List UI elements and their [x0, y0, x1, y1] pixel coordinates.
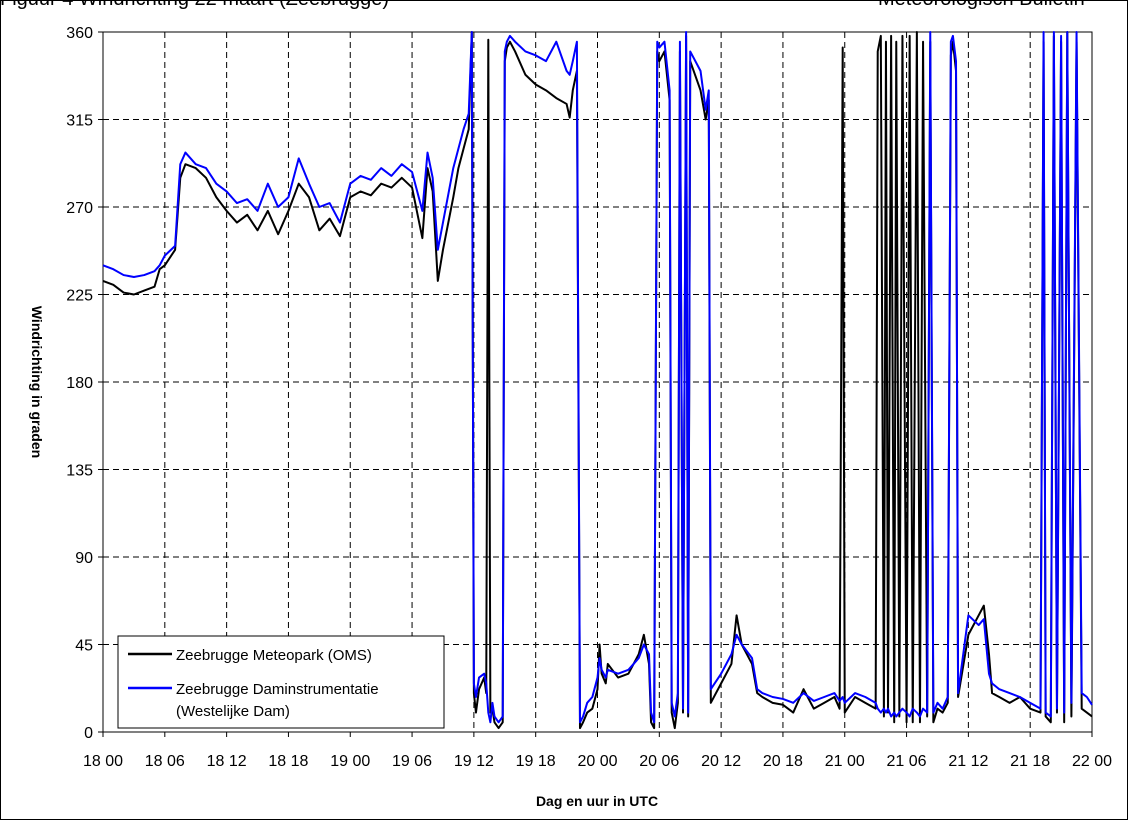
series-line-meteopark [102, 31, 1093, 730]
gridlines [103, 32, 1092, 732]
page-title-right: Meteorologisch Bulletin [878, 0, 1085, 11]
y-tick-labels: 0 45 90 135 180 225 270 315 360 [66, 25, 103, 742]
x-tick-label: 22 00 [1072, 753, 1112, 770]
legend-label-oms: Zeebrugge Meteopark (OMS) [176, 647, 372, 664]
series-line-daminstrumentatie [102, 31, 1093, 724]
x-tick-label: 19 12 [454, 753, 494, 770]
x-tick-label: 18 06 [145, 753, 185, 770]
x-tick-label: 20 18 [763, 753, 803, 770]
x-tick-label: 21 00 [825, 753, 865, 770]
series-layer [102, 31, 1093, 730]
x-tick-label: 20 12 [701, 753, 741, 770]
y-tick-label: 0 [84, 725, 93, 742]
x-tick-label: 20 06 [639, 753, 679, 770]
x-tick-label: 21 12 [948, 753, 988, 770]
x-tick-labels: 18 00 18 06 18 12 18 18 19 00 19 06 19 12 19 18… [83, 732, 1112, 770]
y-axis-label: Windrichting in graden [29, 306, 45, 458]
x-tick-label: 19 06 [392, 753, 432, 770]
x-tick-label: 19 18 [516, 753, 556, 770]
y-tick-label: 225 [66, 288, 93, 305]
x-tick-label: 18 00 [83, 753, 123, 770]
y-tick-label: 360 [66, 25, 93, 42]
y-tick-label: 90 [75, 550, 93, 567]
x-tick-label: 20 00 [577, 753, 617, 770]
x-tick-label: 19 00 [330, 753, 370, 770]
x-tick-label: 21 06 [887, 753, 927, 770]
y-tick-label: 270 [66, 200, 93, 217]
x-tick-label: 18 18 [268, 753, 308, 770]
y-tick-label: 315 [66, 113, 93, 130]
x-axis-label: Dag en uur in UTC [536, 793, 658, 809]
legend-label-dam-line1: Zeebrugge Daminstrumentatie [176, 681, 379, 698]
y-tick-label: 45 [75, 638, 93, 655]
x-tick-label: 18 12 [207, 753, 247, 770]
legend-box [117, 635, 445, 729]
y-tick-label: 180 [66, 375, 93, 392]
y-tick-label: 135 [66, 463, 93, 480]
legend-label-dam-line2: (Westelijke Dam) [176, 703, 290, 720]
page-title: Figuur 4 Windrichting 22 maart (Zeebrugg… [0, 0, 389, 11]
x-tick-label: 21 18 [1010, 753, 1050, 770]
legend: Zeebrugge Meteopark (OMS) Zeebrugge Dami… [117, 635, 445, 729]
